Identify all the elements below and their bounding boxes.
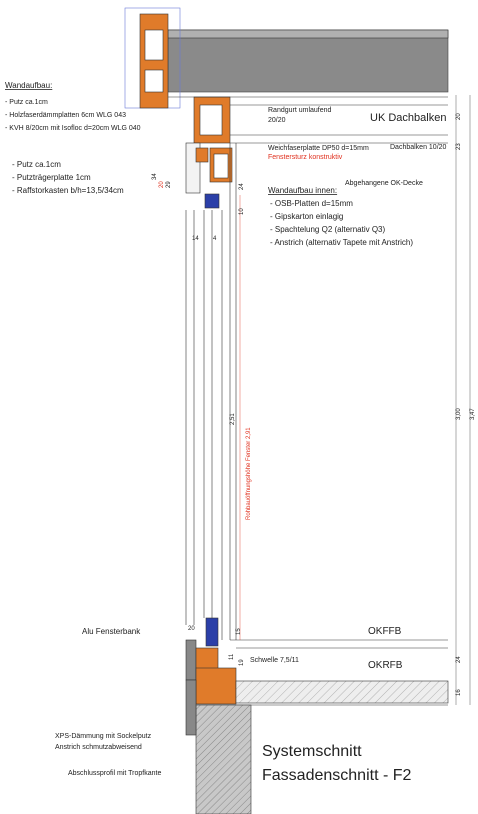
label: Weichfaserplatte DP50 d=15mm: [268, 145, 369, 152]
item: - Raffstorkasten b/h=13,5/34cm: [12, 186, 124, 195]
label: Randgurt umlaufend: [268, 107, 332, 114]
label: Abgehangene OK-Decke: [345, 180, 423, 187]
dimension: 20: [159, 181, 165, 188]
item: - Putzträgerplatte 1cm: [12, 173, 91, 182]
label: UK Dachbalken: [370, 112, 446, 124]
item: - Anstrich (alternativ Tapete mit Anstri…: [270, 238, 413, 247]
label: XPS-Dämmung mit Sockelputz: [55, 733, 152, 740]
label: Dachbalken 10/20: [390, 144, 447, 151]
label: Fenstersturz konstruktiv: [268, 154, 343, 161]
label: Schwelle 7,5/11: [250, 657, 299, 664]
dimension: 19: [239, 659, 245, 666]
heading: Wandaufbau innen:: [268, 186, 337, 195]
dimension: 24: [456, 656, 462, 663]
dimension: 34: [152, 173, 158, 180]
item: - Putz ca.1cm: [5, 99, 48, 106]
item: - KVH 8/20cm mit Isofloc d=20cm WLG 040: [5, 125, 141, 132]
wall-layers-outer: Wandaufbau: - Putz ca.1cm - Holzfaserdäm…: [5, 81, 141, 132]
title: Fassadenschnitt - F2: [262, 767, 412, 784]
label: OKRFB: [368, 660, 403, 671]
dimension: 14: [192, 236, 199, 242]
label: Rohbauöffnungshöhe Fenster 2,91: [246, 427, 252, 520]
title: Systemschnitt: [262, 743, 362, 760]
label: 20/20: [268, 117, 286, 124]
heading: Wandaufbau:: [5, 81, 52, 90]
dimension: 23: [456, 143, 462, 150]
callouts: Randgurt umlaufend 20/20 UK Dachbalken D…: [55, 107, 447, 777]
item: - OSB-Platten d=15mm: [270, 199, 353, 208]
dimension: 3,00: [456, 408, 462, 420]
dimension: 20: [188, 626, 195, 632]
item: - Putz ca.1cm: [12, 160, 61, 169]
item: - Gipskarton einlagig: [270, 212, 343, 221]
dimension: 20: [456, 113, 462, 120]
dimension: 29: [166, 181, 172, 188]
dimension: 4: [213, 236, 217, 242]
item: - Holzfaserdämmplatten 6cm WLG 043: [5, 112, 126, 119]
dimensions: 3,00 3,47 2,51 20 23 24 10 15 24 16 20 1…: [152, 113, 476, 696]
dimension: 2,51: [230, 413, 236, 425]
drawing-shapes: [124, 7, 471, 814]
label: Anstrich schmutzabweisend: [55, 744, 142, 751]
dimension: 24: [239, 183, 245, 190]
dimension: 3,47: [470, 408, 476, 420]
dimension: 10: [239, 208, 245, 215]
label: OKFFB: [368, 626, 402, 637]
item: - Spachtelung Q2 (alternativ Q3): [270, 225, 386, 234]
dimension: 15: [236, 628, 242, 635]
dimension: 11: [229, 653, 235, 660]
label: Abschlussprofil mit Tropfkante: [68, 770, 161, 777]
label: Alu Fensterbank: [82, 627, 141, 636]
dimension: 16: [456, 689, 462, 696]
wall-layers-inner: Wandaufbau innen: - OSB-Platten d=15mm -…: [268, 186, 413, 247]
wall-layers-box: - Putz ca.1cm - Putzträgerplatte 1cm - R…: [12, 160, 124, 195]
